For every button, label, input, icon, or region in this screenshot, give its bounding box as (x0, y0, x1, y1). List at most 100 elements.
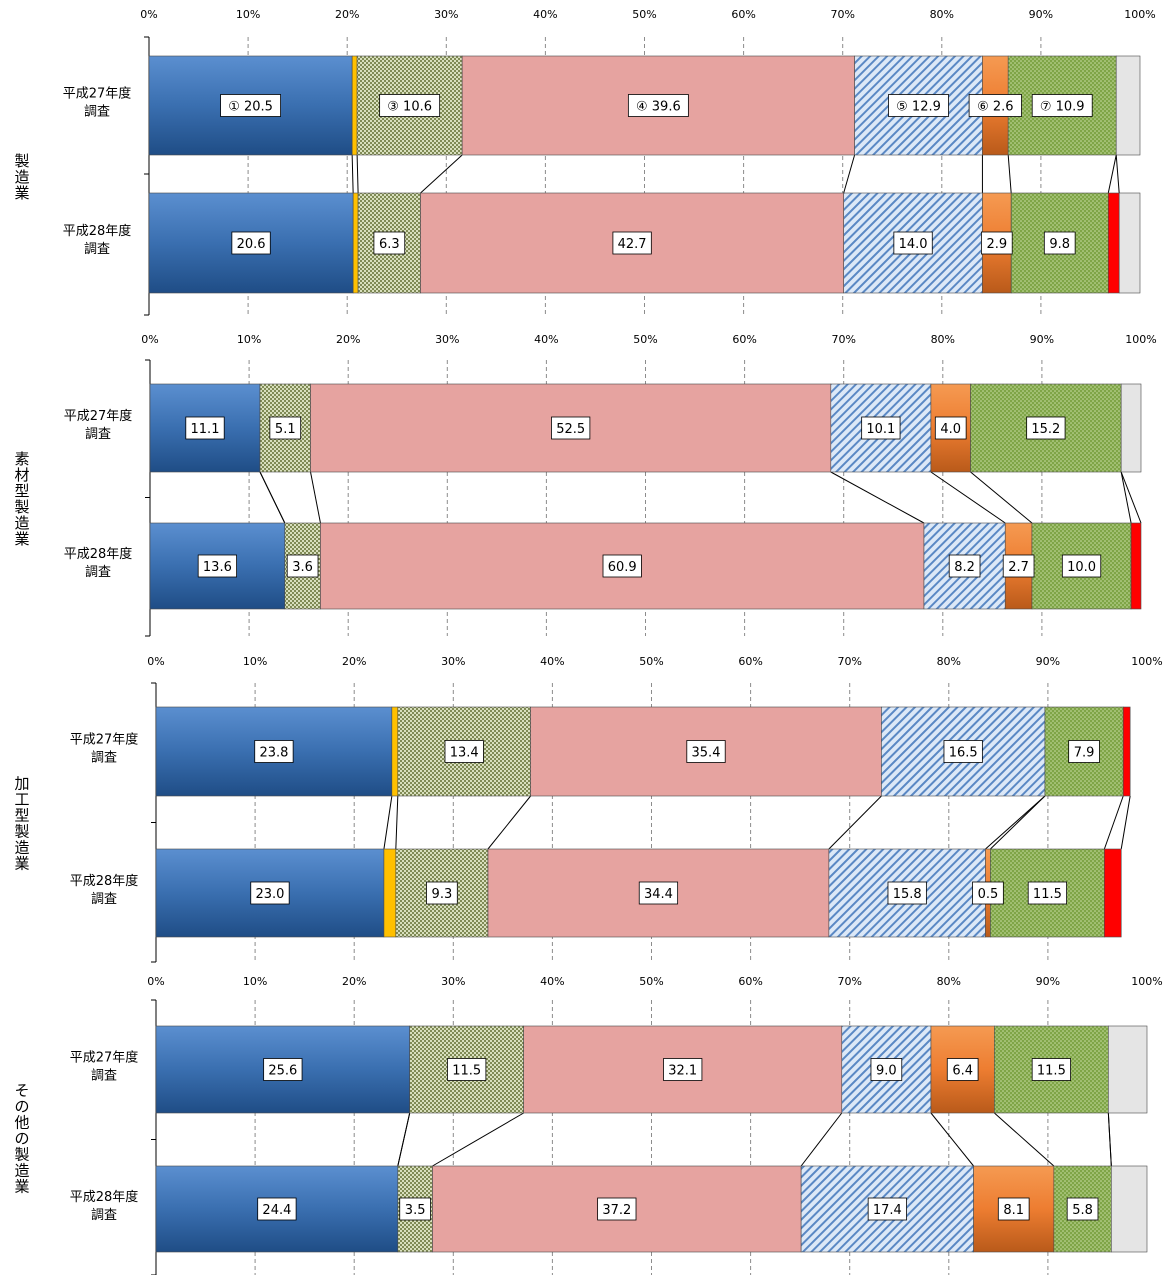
x-tick-label: 10% (243, 975, 267, 988)
data-label-box (981, 231, 1013, 255)
data-label: 24.4 (262, 1203, 291, 1218)
bar-segment-s2 (351, 55, 358, 156)
data-label: 37.2 (602, 1203, 631, 1218)
series-connector-line (1007, 154, 1012, 194)
data-label-box (286, 554, 319, 578)
data-label-box (373, 231, 406, 255)
data-label-box (663, 1058, 703, 1081)
data-label-box (257, 1197, 297, 1221)
data-label-box (1043, 231, 1076, 255)
data-label: 35.4 (692, 746, 721, 761)
data-label-box (997, 1197, 1030, 1221)
data-label: 9.3 (432, 887, 453, 902)
data-label: ③ 10.6 (387, 100, 432, 115)
x-tick-label: 30% (441, 655, 465, 668)
x-tick-label: 70% (837, 975, 861, 988)
series-connector-line (843, 154, 856, 194)
data-label: ④ 39.6 (636, 100, 681, 115)
x-tick-label: 40% (540, 655, 564, 668)
x-tick-label: 100% (1131, 975, 1162, 988)
data-label-box (379, 94, 441, 117)
series-connector-line (383, 795, 393, 850)
bar-segment-s2 (352, 192, 359, 294)
x-tick-label: 90% (1036, 655, 1060, 668)
data-label: ⑤ 12.9 (896, 100, 941, 115)
data-label-box (1066, 1197, 1099, 1221)
x-tick-label: 50% (633, 333, 657, 346)
bar-segment-s9 (1111, 1165, 1148, 1253)
data-label-box (269, 416, 302, 440)
series-connector-line (1115, 154, 1120, 194)
data-label: ① 20.5 (228, 100, 273, 115)
data-label: 6.4 (952, 1064, 973, 1079)
x-tick-label: 60% (738, 975, 762, 988)
x-tick-label: 60% (738, 655, 762, 668)
x-tick-label: 60% (731, 8, 755, 21)
data-label: 13.4 (450, 746, 479, 761)
data-label: 15.8 (893, 887, 922, 902)
data-label-box (627, 94, 689, 117)
data-label-box (946, 1058, 979, 1081)
data-label: 11.1 (191, 422, 220, 437)
data-label: 3.6 (292, 560, 313, 575)
x-tick-label: 0% (147, 655, 164, 668)
x-tick-label: 30% (434, 8, 458, 21)
data-label: 10.0 (1067, 560, 1096, 575)
series-connector-line (310, 471, 321, 524)
x-tick-label: 0% (141, 333, 158, 346)
category-label: 平成28年度調査 (64, 546, 133, 580)
category-label: 平成27年度調査 (63, 86, 132, 120)
data-label-box (893, 231, 933, 255)
x-tick-label: 50% (639, 975, 663, 988)
x-tick-label: 30% (435, 333, 459, 346)
x-tick-label: 50% (639, 655, 663, 668)
data-label-box (638, 881, 679, 905)
category-label: 平成27年度調査 (70, 732, 139, 766)
series-connector-line (1120, 471, 1142, 524)
data-label: 32.1 (668, 1064, 697, 1079)
series-connector-line (1120, 471, 1132, 524)
category-label: 平成28年度調査 (70, 1189, 139, 1223)
x-tick-label: 40% (533, 8, 557, 21)
series-connector-line (397, 1112, 411, 1167)
x-tick-label: 90% (1036, 975, 1060, 988)
bar-segment-s9 (1120, 383, 1142, 473)
data-label: 5.1 (275, 422, 296, 437)
x-tick-label: 100% (1131, 655, 1162, 668)
bar-segment-s9 (1108, 1025, 1148, 1114)
data-label: 6.3 (379, 237, 400, 252)
x-tick-label: 20% (335, 8, 359, 21)
panel-title: その他の製造業 (14, 1082, 29, 1196)
data-label: 9.0 (876, 1064, 897, 1079)
data-label-box (185, 416, 225, 440)
series-connector-line (420, 154, 463, 194)
series-connector-line (356, 154, 359, 194)
data-label-box (1027, 881, 1068, 905)
data-label: 4.0 (940, 422, 961, 437)
data-label: 11.5 (1037, 1064, 1066, 1079)
bar-segment-s8 (1122, 706, 1131, 797)
data-label: 0.5 (978, 887, 999, 902)
data-label: 3.5 (405, 1203, 426, 1218)
data-label-box (231, 231, 271, 255)
bar-segment-s9 (1118, 192, 1141, 294)
x-tick-label: 100% (1124, 8, 1155, 21)
data-label-box (972, 881, 1004, 905)
data-label: 11.5 (1033, 887, 1062, 902)
category-label: 平成28年度調査 (63, 223, 132, 257)
data-label: 2.7 (1008, 560, 1029, 575)
chart-panel-4: 0% 10% 20% 30% 40% 50% 60% 70% 80% 90% 100% その他の製造業… (14, 975, 1163, 1276)
x-tick-label: 80% (937, 975, 961, 988)
data-label-box (220, 94, 281, 117)
data-label: 9.8 (1049, 237, 1070, 252)
data-label: 23.0 (255, 887, 284, 902)
series-connector-line (351, 154, 354, 194)
series-connector-line (1120, 795, 1131, 850)
bar-segment-s8 (1107, 192, 1120, 294)
data-label: 7.9 (1074, 746, 1095, 761)
chart-panel-3: 0% 10% 20% 30% 40% 50% 60% 70% 80% 90% 100% 加工型製造業 2… (14, 655, 1163, 963)
series-connector-line (828, 795, 882, 850)
x-tick-label: 10% (243, 655, 267, 668)
data-label: 15.2 (1031, 422, 1060, 437)
series-connector-line (970, 471, 1033, 524)
